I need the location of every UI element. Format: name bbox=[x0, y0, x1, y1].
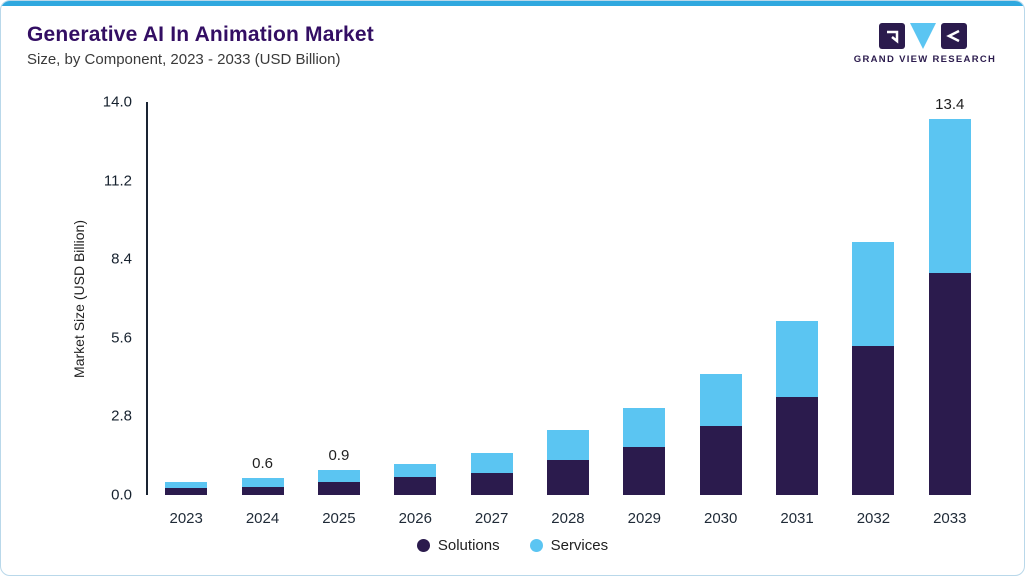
gvr-logo-icon bbox=[879, 23, 967, 49]
page-title: Generative AI In Animation Market bbox=[27, 23, 374, 46]
legend-label: Solutions bbox=[437, 537, 500, 554]
y-tick-label: 0.0 bbox=[111, 486, 132, 504]
legend-dot bbox=[416, 539, 430, 552]
bar-value-label: 0.6 bbox=[252, 455, 273, 473]
bar-group-2025: 0.9 2025 bbox=[301, 102, 377, 527]
bar-group-2024: 0.6 2024 bbox=[224, 102, 300, 527]
y-axis-title: Market Size (USD Billion) bbox=[71, 219, 87, 378]
plot-area: 0.0 2.8 5.6 8.4 11.2 14.0 2023 0.6 2024 0.9 2025 2… bbox=[103, 94, 988, 527]
x-axis-label: 2023 bbox=[169, 510, 203, 527]
x-axis-label: 2033 bbox=[933, 510, 967, 527]
bar-value-label: 0.9 bbox=[328, 446, 350, 464]
bar-segment-services-2029 bbox=[623, 407, 666, 448]
x-axis-label: 2032 bbox=[856, 510, 891, 527]
legend-item-services: Services bbox=[529, 537, 609, 554]
legend-label: Services bbox=[550, 537, 609, 554]
chart-header: Generative AI In Animation Market Size, … bbox=[27, 23, 824, 68]
bar-segment-solutions-2031 bbox=[776, 396, 819, 495]
gvr-logo: GRAND VIEW RESEARCH bbox=[850, 23, 1000, 65]
bar-segment-services-2027 bbox=[470, 452, 513, 473]
gvr-logo-text: GRAND VIEW RESEARCH bbox=[853, 54, 997, 65]
bar-segment-solutions-2023 bbox=[165, 487, 208, 495]
bar-segment-solutions-2027 bbox=[470, 472, 513, 495]
x-axis-label: 2024 bbox=[245, 510, 280, 527]
y-tick-label: 11.2 bbox=[103, 172, 132, 190]
x-axis-label: 2030 bbox=[704, 510, 738, 527]
bar-segment-services-2026 bbox=[394, 464, 437, 477]
bar-segment-solutions-2029 bbox=[623, 447, 666, 495]
bar-value-label: 13.4 bbox=[935, 95, 965, 113]
x-axis-label: 2027 bbox=[474, 510, 509, 527]
bar-group-2027: 2027 bbox=[453, 102, 529, 527]
y-axis-ticks: 0.0 2.8 5.6 8.4 11.2 14.0 bbox=[103, 94, 988, 504]
bar-segment-services-2024 bbox=[241, 478, 284, 487]
bar-segment-solutions-2033 bbox=[928, 273, 971, 495]
x-axis-label: 2026 bbox=[398, 510, 432, 527]
page-subtitle: Size, by Component, 2023 - 2033 (USD Bil… bbox=[27, 51, 341, 68]
bar-segment-solutions-2028 bbox=[546, 459, 589, 495]
bar-segment-services-2031 bbox=[776, 320, 819, 397]
y-tick-label: 2.8 bbox=[111, 407, 132, 425]
bar-segment-solutions-2025 bbox=[317, 482, 360, 495]
bar-group-2026: 2026 bbox=[377, 102, 453, 527]
chart-legend: Solutions Services bbox=[1, 537, 1024, 554]
legend-dot bbox=[529, 539, 543, 552]
bar-segment-services-2032 bbox=[852, 242, 895, 347]
bar-group-2030: 2030 bbox=[683, 102, 759, 527]
y-tick-label: 5.6 bbox=[111, 329, 132, 347]
bar-segment-solutions-2026 bbox=[394, 476, 437, 495]
bar-segment-solutions-2032 bbox=[852, 346, 895, 495]
x-axis-label: 2029 bbox=[627, 510, 662, 527]
top-accent-bar bbox=[1, 1, 1024, 6]
bar-group-2032: 2032 bbox=[835, 102, 911, 527]
x-axis-label: 2028 bbox=[551, 510, 585, 527]
bar-group-2031: 2031 bbox=[759, 102, 835, 527]
bar-group-2028: 2028 bbox=[530, 102, 606, 527]
bar-group-2029: 2029 bbox=[606, 102, 682, 527]
bar-segment-services-2028 bbox=[546, 430, 589, 460]
x-axis-label: 2031 bbox=[780, 510, 814, 527]
y-tick-label: 14.0 bbox=[102, 93, 132, 111]
bar-segment-solutions-2024 bbox=[241, 486, 284, 495]
bar-segment-solutions-2030 bbox=[699, 426, 742, 495]
bar-group-2033: 13.4 2033 bbox=[912, 96, 988, 527]
bar-segment-services-2030 bbox=[699, 374, 742, 427]
y-tick-label: 8.4 bbox=[111, 250, 132, 268]
bar-segment-services-2025 bbox=[317, 469, 360, 483]
bar-group-2023: 2023 bbox=[148, 102, 224, 527]
bar-segment-services-2023 bbox=[165, 482, 208, 488]
bar-segment-services-2033 bbox=[928, 118, 971, 274]
bars-container: 2023 0.6 2024 0.9 2025 2026 2027 2028 2029 2030 20… bbox=[148, 96, 988, 527]
x-axis-label: 2025 bbox=[322, 510, 356, 527]
legend-item-solutions: Solutions bbox=[416, 537, 500, 554]
